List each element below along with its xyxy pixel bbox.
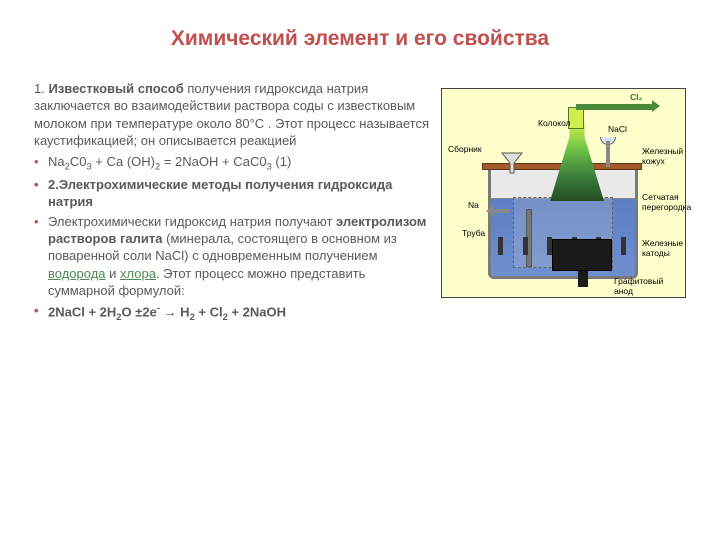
label-nacl: NaCl xyxy=(608,125,627,134)
label-anod1: Графитовый xyxy=(614,277,663,286)
label-setch2: перегородка xyxy=(642,203,691,212)
slide-title: Химический элемент и его свойства xyxy=(145,26,575,52)
link-chlorine[interactable]: хлора xyxy=(120,266,156,281)
diagram-column: Cl₂ Сборник Колокол NaCl Железный кожух … xyxy=(441,80,686,326)
anode-stem-icon xyxy=(578,271,588,287)
link-hydrogen[interactable]: водорода xyxy=(48,266,106,281)
bullet-equation-1: Na2C03 + Са (ОН)2 = 2NaOH + СаС03 (1) xyxy=(34,153,435,173)
electrolysis-diagram: Cl₂ Сборник Колокол NaCl Железный кожух … xyxy=(441,88,686,298)
content-row: 1. Известковый способ получения гидрокси… xyxy=(34,80,686,326)
text-column: 1. Известковый способ получения гидрокси… xyxy=(34,80,435,326)
label-na: Na xyxy=(468,201,479,210)
bullet-equation-4: 2NaCl + 2H2О ±2е- → H2 + Cl2 + 2NaOH xyxy=(34,302,435,323)
na-arrow-icon xyxy=(486,206,493,216)
label-katody2: катоды xyxy=(642,249,670,258)
bullet-heading-2: 2.Электрохимические методы получения гид… xyxy=(34,176,435,210)
label-cl2: Cl₂ xyxy=(630,93,642,102)
cl2-pipe-icon xyxy=(576,104,654,110)
bullet-paragraph-3: Электрохимически гидроксид натрия получа… xyxy=(34,213,435,299)
label-kozhukh2: кожух xyxy=(642,157,665,166)
funnel-icon xyxy=(500,151,524,175)
nacl-pipe-icon xyxy=(606,141,610,167)
anode-icon xyxy=(552,239,612,271)
bell-icon xyxy=(550,123,604,201)
cl2-arrow-icon xyxy=(652,100,660,112)
label-kolokol: Колокол xyxy=(538,119,571,128)
label-setch1: Сетчатая xyxy=(642,193,679,202)
label-kozhukh1: Железный xyxy=(642,147,683,156)
intro-bold: Известковый способ xyxy=(48,81,183,96)
label-truba: Труба xyxy=(462,229,485,238)
label-katody1: Железные xyxy=(642,239,683,248)
bullet-list: Na2C03 + Са (ОН)2 = 2NaOH + СаС03 (1) 2.… xyxy=(34,153,435,323)
slide: Химический элемент и его свойства 1. Изв… xyxy=(0,0,720,540)
label-anod2: анод xyxy=(614,287,633,296)
na-pipe-icon xyxy=(490,209,510,213)
intro-number: 1. xyxy=(34,81,48,96)
label-sbornik: Сборник xyxy=(448,145,482,154)
intro-paragraph: 1. Известковый способ получения гидрокси… xyxy=(34,80,435,149)
